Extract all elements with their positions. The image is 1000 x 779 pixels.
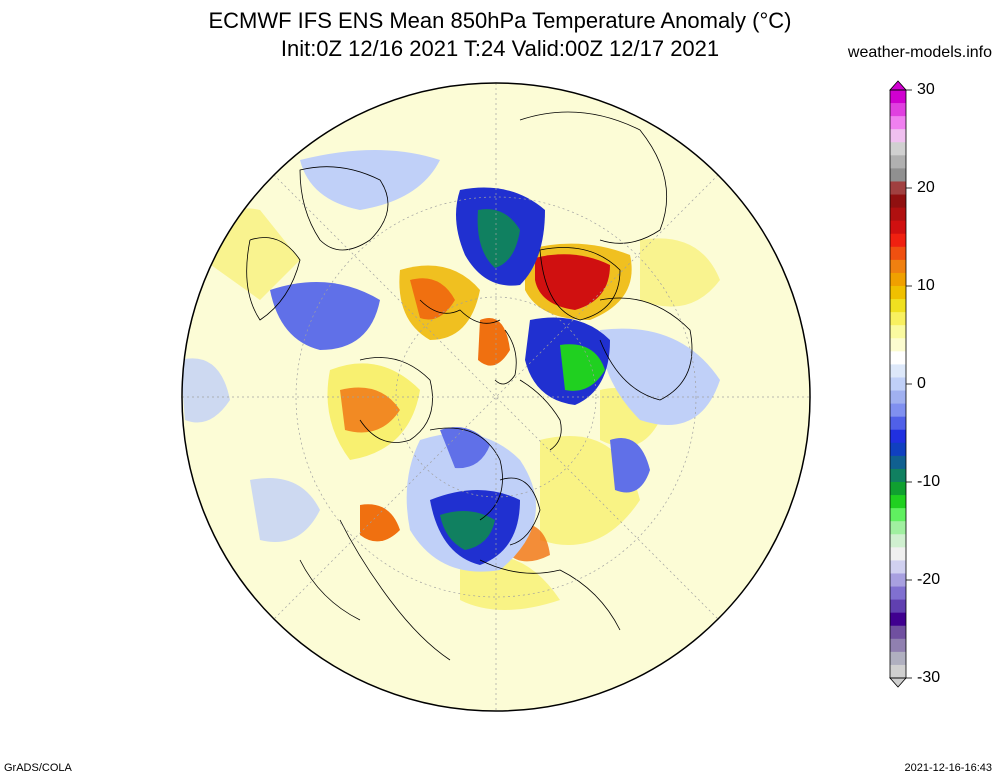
colorbar-swatch [890, 233, 906, 248]
graticule [182, 83, 810, 711]
hot-core [535, 254, 610, 310]
colorbar-swatch [890, 625, 906, 640]
timestamp: 2021-12-16-16:43 [904, 762, 992, 774]
colorbar-swatch [890, 246, 906, 261]
colorbar-swatch [890, 377, 906, 392]
cool-area [300, 150, 440, 210]
colorbar-swatch [890, 168, 906, 182]
colorbar-swatch [890, 495, 906, 509]
field-background [182, 83, 810, 711]
colorbar-swatch [890, 455, 906, 470]
colorbar-swatch [890, 390, 906, 405]
colorbar-swatch [890, 482, 906, 496]
colorbar-swatch [890, 325, 906, 339]
colorbar-tick-label: -20 [917, 571, 941, 588]
colorbar-swatch [890, 338, 906, 352]
colorbar-swatch [890, 586, 906, 601]
colorbar-tick-label: 0 [917, 375, 926, 392]
colorbar-swatch [890, 286, 906, 300]
colorbar-swatch [890, 155, 906, 169]
colorbar-swatch [890, 272, 906, 287]
cool-area [182, 358, 230, 423]
cool-area [250, 478, 320, 542]
colorbar-swatch [890, 129, 906, 143]
cold-area [270, 282, 380, 350]
colorbar-tick-label: 10 [917, 277, 935, 294]
cold-area [610, 438, 650, 493]
colorbar-swatch [890, 534, 906, 548]
colorbar-swatch [890, 573, 906, 588]
colorbar-swatch [890, 612, 906, 627]
colorbar-tick-label: -10 [917, 473, 941, 490]
colorbar-swatch [890, 181, 906, 196]
warm-core [410, 278, 455, 320]
colorbar-swatch [890, 299, 906, 313]
colorbar-swatch [890, 521, 906, 535]
colorbar-swatch [890, 142, 906, 156]
coastlines [246, 111, 693, 661]
colorbar-swatch [890, 194, 906, 209]
colorbar-swatch [890, 90, 906, 104]
cool-area [600, 328, 720, 425]
warm-core [360, 504, 400, 542]
software-credit: GrADS/COLA [4, 762, 72, 774]
colorbar-swatch [890, 103, 906, 117]
colorbar-swatch [890, 638, 906, 653]
colorbar [889, 80, 912, 688]
colorbar-swatch [890, 364, 906, 378]
warm-core [478, 318, 510, 366]
very-cold-core [440, 511, 495, 550]
warm-area [640, 238, 720, 307]
colorbar-swatch [890, 312, 906, 326]
colorbar-swatch [890, 560, 906, 574]
map-subtitle: Init:0Z 12/16 2021 T:24 Valid:00Z 12/17 … [280, 36, 720, 61]
extreme-cold-core [560, 344, 605, 391]
colorbar-swatch [890, 351, 906, 365]
map-title: ECMWF IFS ENS Mean 850hPa Temperature An… [208, 8, 792, 33]
warm-core [340, 387, 400, 433]
colorbar-swatch [890, 508, 906, 522]
colorbar-swatch [890, 116, 906, 130]
anomaly-field [182, 83, 810, 711]
colorbar-tick-label: 30 [917, 81, 935, 98]
colorbar-tick-label: -30 [917, 669, 941, 686]
cold-area [440, 427, 490, 469]
colorbar-swatch [890, 259, 906, 274]
colorbar-swatch [890, 416, 906, 431]
colorbar-swatch [890, 207, 906, 222]
site-credit: weather-models.info [847, 44, 992, 61]
colorbar-swatch [890, 403, 906, 418]
colorbar-min-arrow [889, 677, 907, 688]
colorbar-swatch [890, 547, 906, 561]
colorbar-swatch [890, 220, 906, 235]
colorbar-swatch [890, 442, 906, 457]
colorbar-swatch [890, 429, 906, 444]
colorbar-swatch [890, 468, 906, 483]
colorbar-max-arrow [889, 80, 907, 91]
colorbar-swatch [890, 599, 906, 614]
map-border [181, 82, 811, 712]
very-cold-core [477, 209, 520, 268]
colorbar-tick-label: 20 [917, 179, 935, 196]
colorbar-swatch [890, 664, 906, 679]
colorbar-swatch [890, 651, 906, 666]
